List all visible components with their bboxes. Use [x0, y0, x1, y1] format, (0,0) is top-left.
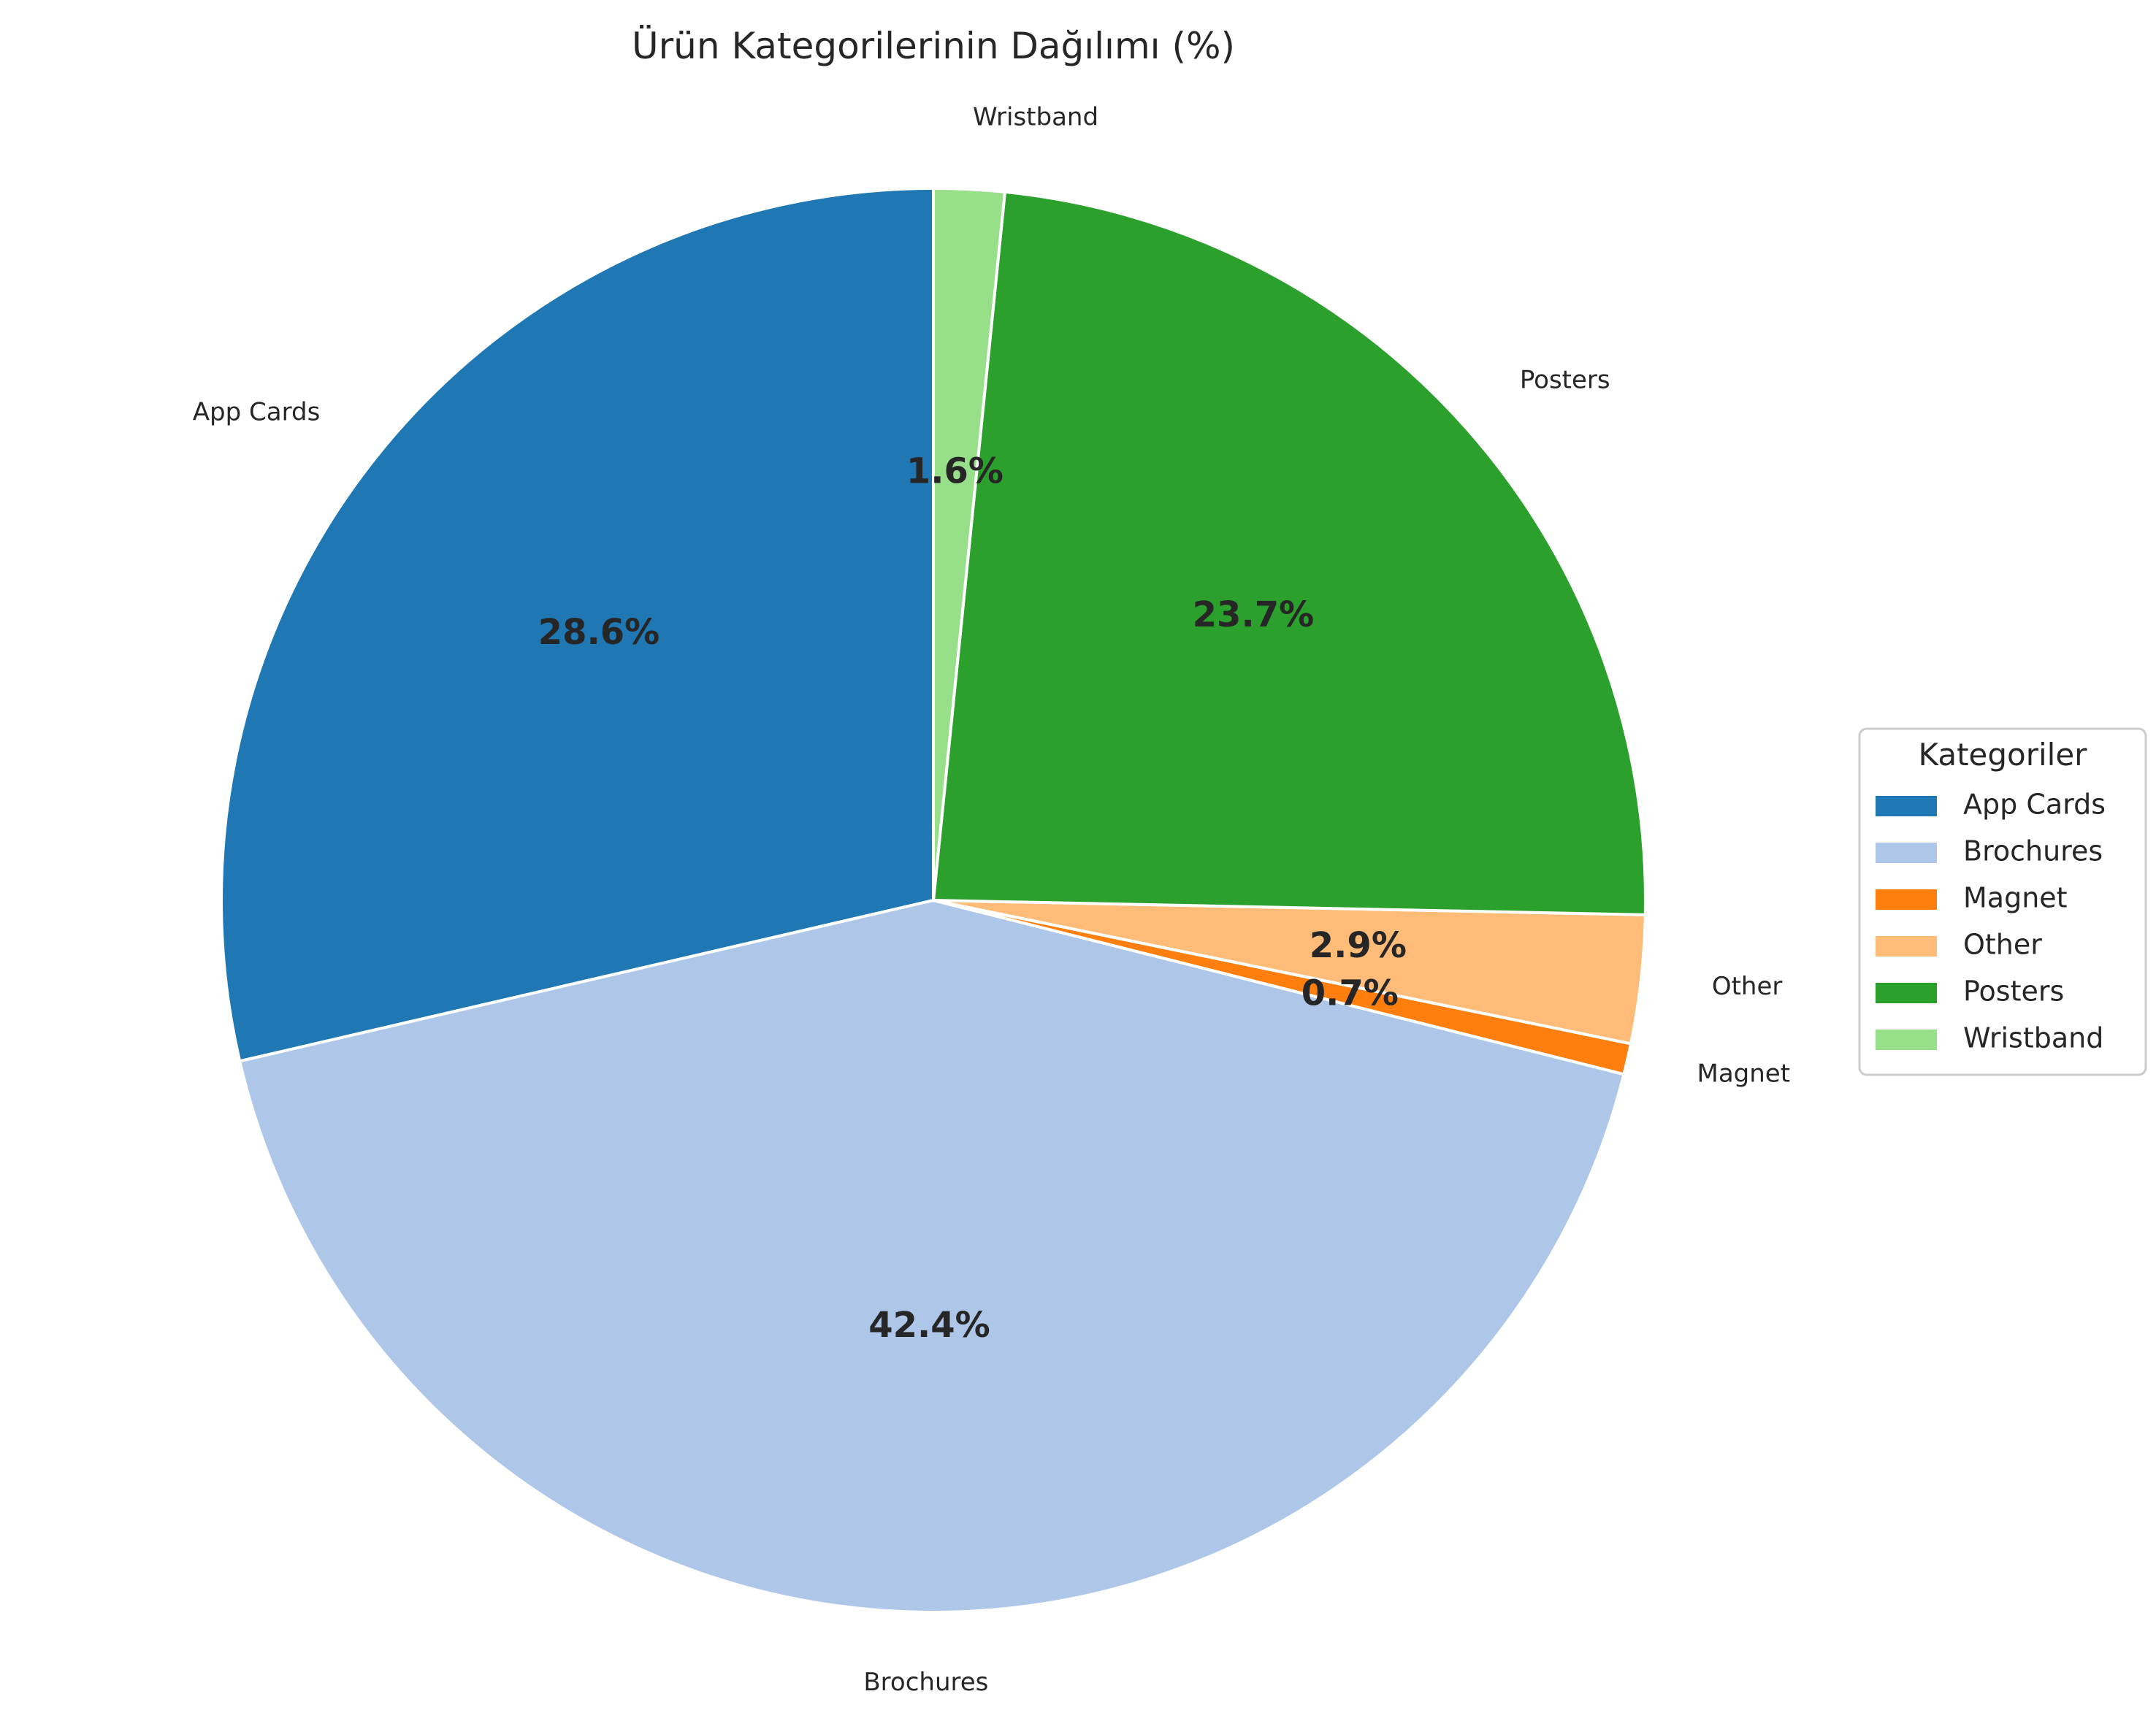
pct-label-other: 2.9%	[1310, 925, 1407, 966]
legend-swatch-wristband	[1876, 1030, 1937, 1050]
pct-label-wristband: 1.6%	[906, 451, 1004, 492]
pct-label-magnet: 0.7%	[1301, 973, 1399, 1013]
category-label-other: Other	[1712, 972, 1783, 1001]
pct-label-app-cards: 28.6%	[538, 612, 660, 653]
pie-slice-posters	[931, 190, 1647, 916]
legend-items: App Cards Brochures Magnet Other Posters Wris…	[1876, 789, 2106, 1054]
legend-swatch-posters	[1876, 983, 1937, 1003]
chart-title: Ürün Kategorilerinin Dağılımı (%)	[632, 25, 1235, 67]
pie-slice-wristband	[932, 186, 1007, 901]
legend-swatch-brochures	[1876, 843, 1937, 863]
category-label-magnet: Magnet	[1697, 1059, 1791, 1089]
legend-label-brochures: Brochures	[1963, 835, 2103, 867]
legend-label-other: Other	[1963, 929, 2042, 961]
pct-label-posters: 23.7%	[1193, 594, 1315, 635]
legend-swatch-other	[1876, 936, 1937, 957]
category-labels: App Cards Brochures Magnet Other Posters Wris…	[193, 102, 1790, 1697]
legend-label-magnet: Magnet	[1963, 882, 2068, 914]
category-label-app-cards: App Cards	[193, 397, 320, 426]
category-label-posters: Posters	[1520, 365, 1610, 394]
category-label-brochures: Brochures	[863, 1668, 988, 1697]
legend-label-wristband: Wristband	[1963, 1022, 2103, 1054]
pct-label-brochures: 42.4%	[868, 1305, 990, 1346]
legend-title: Kategoriler	[1919, 737, 2088, 773]
pie-slice-app-cards	[220, 186, 935, 1063]
percentage-labels: 28.6% 42.4% 0.7% 2.9% 23.7% 1.6%	[538, 451, 1407, 1346]
legend-swatch-app-cards	[1876, 796, 1937, 816]
pie-slice-brochures	[237, 898, 1626, 1614]
pie-slices	[220, 186, 1647, 1614]
legend-label-app-cards: App Cards	[1963, 789, 2106, 821]
legend: Kategoriler App Cards Brochures Magnet Othe…	[1858, 727, 2147, 1076]
legend-label-posters: Posters	[1963, 976, 2064, 1008]
legend-swatch-magnet	[1876, 889, 1937, 910]
category-label-wristband: Wristband	[973, 102, 1098, 131]
